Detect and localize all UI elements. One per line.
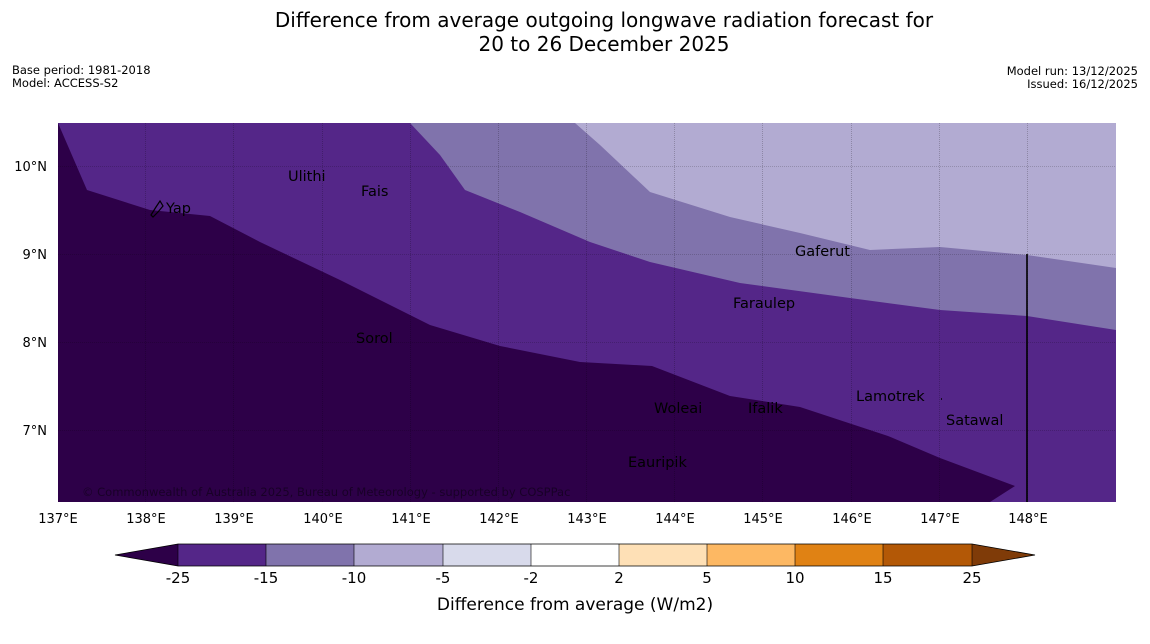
- lon-tick: 147°E: [920, 512, 960, 527]
- place-eauripik: Eauripik: [628, 455, 687, 471]
- place-ulithi: Ulithi: [288, 169, 326, 185]
- colorbar-extend-high: [972, 544, 1035, 566]
- colorbar-segment: [619, 544, 707, 566]
- title-line-2: 20 to 26 December 2025: [478, 32, 730, 56]
- lon-tick: 143°E: [567, 512, 607, 527]
- meta-left: Base period: 1981-2018 Model: ACCESS-S2: [12, 64, 151, 90]
- chart-title: Difference from average outgoing longwav…: [0, 8, 1150, 56]
- place-lamotrek: Lamotrek: [856, 389, 925, 405]
- base-period-text: Base period: 1981-2018: [12, 63, 151, 77]
- lon-tick: 137°E: [38, 512, 78, 527]
- lat-tick: 10°N: [14, 160, 47, 175]
- colorbar-segment: [883, 544, 972, 566]
- colorbar-segment: [795, 544, 883, 566]
- colorbar-tick: 10: [785, 569, 804, 587]
- colorbar-tick: -10: [342, 569, 367, 587]
- lat-tick: 7°N: [23, 424, 48, 439]
- lon-tick: 146°E: [832, 512, 872, 527]
- colorbar-tick: 25: [962, 569, 981, 587]
- place-gaferut: Gaferut: [795, 244, 850, 260]
- colorbar-dividers: [177, 544, 973, 566]
- colorbar: -25 -15 -10 -5 -2 2 5 10 15 25 Differenc…: [114, 543, 1036, 615]
- place-satawal: Satawal: [946, 413, 1003, 429]
- graticule: [58, 123, 1116, 502]
- colorbar-segment: [354, 544, 443, 566]
- lon-tick: 140°E: [303, 512, 343, 527]
- lat-tick-labels: 10°N 9°N 8°N 7°N: [14, 160, 47, 439]
- map-panel: Yap Ulithi Fais Gaferut Faraulep Sorol L…: [58, 123, 1116, 502]
- colorbar-extend-low: [115, 544, 178, 566]
- place-labels: Yap Ulithi Fais Gaferut Faraulep Sorol L…: [165, 169, 1003, 471]
- lat-tick: 8°N: [23, 336, 48, 351]
- colorbar-tick: 5: [702, 569, 712, 587]
- lon-tick: 139°E: [214, 512, 254, 527]
- lon-tick: 138°E: [126, 512, 166, 527]
- colorbar-tick: -15: [254, 569, 279, 587]
- copyright-text: © Commonwealth of Australia 2025, Bureau…: [82, 485, 570, 499]
- title-line-1: Difference from average outgoing longwav…: [274, 8, 934, 32]
- band-below-minus25: [58, 123, 1015, 502]
- colorbar-segment: [178, 544, 266, 566]
- colorbar-tick: -5: [436, 569, 451, 587]
- lon-tick: 148°E: [1008, 512, 1048, 527]
- colorbar-segment: [531, 544, 619, 566]
- lon-tick: 145°E: [743, 512, 783, 527]
- place-woleai: Woleai: [654, 401, 702, 417]
- colorbar-tick: 15: [873, 569, 892, 587]
- colorbar-tick: -2: [524, 569, 539, 587]
- lon-tick: 144°E: [655, 512, 695, 527]
- issued-text: Issued: 16/12/2025: [1027, 77, 1138, 91]
- model-text: Model: ACCESS-S2: [12, 76, 119, 90]
- place-sorol: Sorol: [356, 331, 393, 347]
- model-run-text: Model run: 13/12/2025: [1006, 64, 1138, 78]
- place-yap: Yap: [165, 201, 191, 217]
- meta-right: Model run: 13/12/2025 Issued: 16/12/2025: [1007, 65, 1138, 91]
- lon-tick: 142°E: [479, 512, 519, 527]
- lon-tick-labels: 137°E 138°E 139°E 140°E 141°E 142°E 143°…: [38, 512, 1048, 527]
- colorbar-title: Difference from average (W/m2): [437, 595, 713, 615]
- place-ifalik: Ifalik: [748, 401, 783, 417]
- colorbar-tick: 2: [614, 569, 624, 587]
- colorbar-segment: [443, 544, 531, 566]
- place-faraulep: Faraulep: [733, 296, 795, 312]
- colorbar-segment: [707, 544, 795, 566]
- lat-tick: 9°N: [23, 248, 48, 263]
- colorbar-tick-labels: -25 -15 -10 -5 -2 2 5 10 15 25: [166, 569, 982, 587]
- colorbar-segment: [266, 544, 354, 566]
- yap-island-shape: [150, 199, 164, 218]
- colorbar-tick: -25: [166, 569, 191, 587]
- place-fais: Fais: [361, 184, 388, 200]
- lon-tick: 141°E: [391, 512, 431, 527]
